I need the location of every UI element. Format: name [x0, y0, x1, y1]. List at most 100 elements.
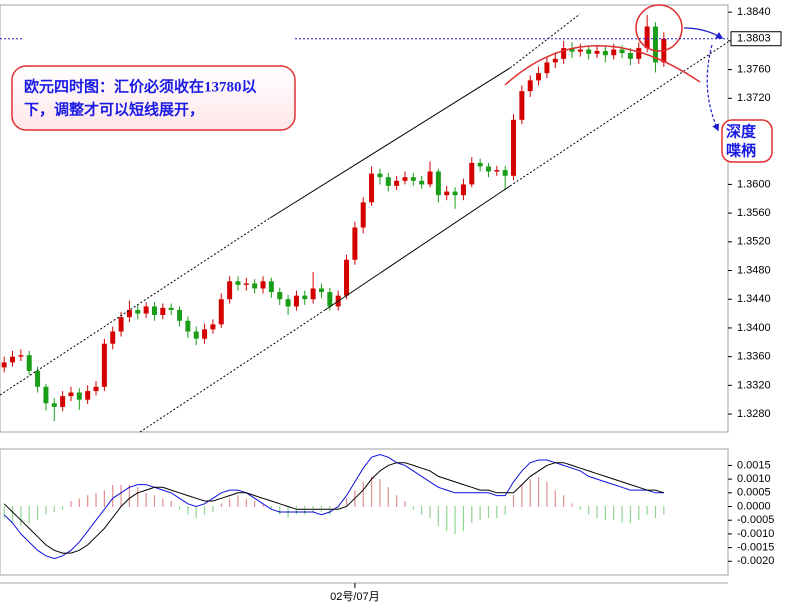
y-tick-label: 1.3760 — [737, 63, 771, 75]
candle-body — [185, 320, 191, 332]
candle-body — [235, 281, 241, 285]
candle-body — [243, 283, 249, 285]
candle-body — [652, 26, 658, 63]
note-line: 欧元四时图：汇价必须收在13780以 — [24, 77, 257, 95]
y-tick-label: 0.0005 — [737, 487, 771, 499]
main-layer — [1, 15, 667, 422]
channel-upper-dotted — [509, 13, 581, 69]
candle-body — [260, 281, 266, 289]
channel-lower-dotted — [139, 309, 326, 433]
candle-body — [218, 299, 224, 325]
macd-panel — [0, 448, 729, 576]
candle-body — [35, 371, 41, 387]
candle-body — [502, 170, 508, 176]
candle-body — [544, 62, 550, 74]
candle-body — [594, 50, 600, 54]
candle-body — [402, 177, 408, 181]
candle-body — [160, 307, 166, 316]
candle-body — [101, 343, 107, 387]
candle-body — [76, 392, 82, 400]
candle-body — [93, 386, 99, 392]
candle-body — [302, 295, 308, 300]
note-box — [11, 65, 296, 131]
channel-upper-dotted — [0, 217, 271, 396]
y-tick-label: 1.3280 — [737, 408, 771, 420]
candle-body — [460, 184, 466, 196]
candle-body — [252, 283, 258, 289]
candle-body — [277, 292, 283, 300]
channel-lower-dotted — [509, 41, 729, 187]
y-tick-label: 1.3720 — [737, 92, 771, 104]
channel-upper-solid — [269, 67, 511, 219]
candle-body — [619, 49, 625, 54]
y-tick-label: -0.0020 — [737, 555, 774, 567]
y-tick-label: 0.0010 — [737, 473, 771, 485]
candle-body — [377, 173, 383, 178]
note-line: 下，调整才可以短线展开， — [24, 100, 204, 118]
candle-body — [511, 119, 517, 176]
candle-body — [327, 292, 333, 307]
candle-body — [611, 49, 617, 56]
candle-body — [452, 191, 458, 196]
candle-body — [193, 331, 199, 339]
brand-text: 深度 — [726, 122, 757, 140]
arrow — [683, 27, 724, 39]
candle-body — [444, 191, 450, 196]
candle-body — [469, 162, 475, 185]
last-price-box — [730, 31, 782, 47]
candle-body — [602, 50, 608, 56]
candle-body — [485, 166, 491, 172]
candle-body — [519, 91, 525, 120]
y-tick-label: -0.0010 — [737, 528, 774, 540]
candle-body — [644, 26, 650, 49]
candle-body — [318, 288, 324, 293]
candle-body — [18, 355, 24, 357]
candle-body — [569, 48, 575, 52]
candle-body — [227, 281, 233, 300]
candle-body — [177, 310, 183, 321]
y-tick-label: 0.0000 — [737, 500, 771, 512]
candle-body — [577, 49, 583, 52]
y-tick-label: 1.3400 — [737, 322, 771, 334]
candle-body — [435, 171, 441, 196]
candle-body — [561, 48, 567, 59]
y-tick-label: 1.3520 — [737, 236, 771, 248]
candle-body — [352, 227, 358, 260]
candle-body — [110, 331, 116, 344]
y-tick-label: -0.0005 — [737, 514, 774, 526]
y-tick-label: 1.3600 — [737, 178, 771, 190]
candle-body — [344, 259, 350, 296]
candle-body — [310, 288, 316, 300]
candle-body — [1, 362, 7, 368]
y-tick-label: 0.0015 — [737, 459, 771, 471]
candle-body — [527, 80, 533, 92]
x-tick-label: 02号/07月 — [330, 590, 380, 603]
candle-body — [68, 392, 74, 397]
candle-body — [369, 173, 375, 203]
candle-body — [627, 53, 633, 59]
candle-body — [360, 202, 366, 228]
top-arc — [504, 45, 701, 86]
candle-body — [285, 299, 291, 307]
y-tick-label: -0.0015 — [737, 542, 774, 554]
candle-body — [135, 310, 141, 314]
y-tick-label: 1.3360 — [737, 351, 771, 363]
candle-body — [427, 171, 433, 185]
last-price-label: 1.3803 — [737, 33, 771, 45]
channel — [0, 13, 729, 433]
brand-text: 喋柄 — [726, 141, 756, 159]
candle-body — [60, 396, 66, 407]
candle-body — [536, 73, 542, 81]
candle-body — [143, 306, 149, 314]
y-tick-label: 1.3320 — [737, 379, 771, 391]
y-tick-label: 1.3440 — [737, 293, 771, 305]
candle-body — [151, 306, 157, 316]
channel-lower-solid — [324, 185, 511, 311]
candle-body — [118, 317, 124, 332]
macd-line — [3, 462, 664, 554]
candle-body — [552, 58, 558, 63]
brand-box — [721, 119, 773, 163]
candle-body — [419, 180, 425, 185]
y-tick-label: 1.3480 — [737, 264, 771, 276]
top-circle — [635, 4, 683, 52]
